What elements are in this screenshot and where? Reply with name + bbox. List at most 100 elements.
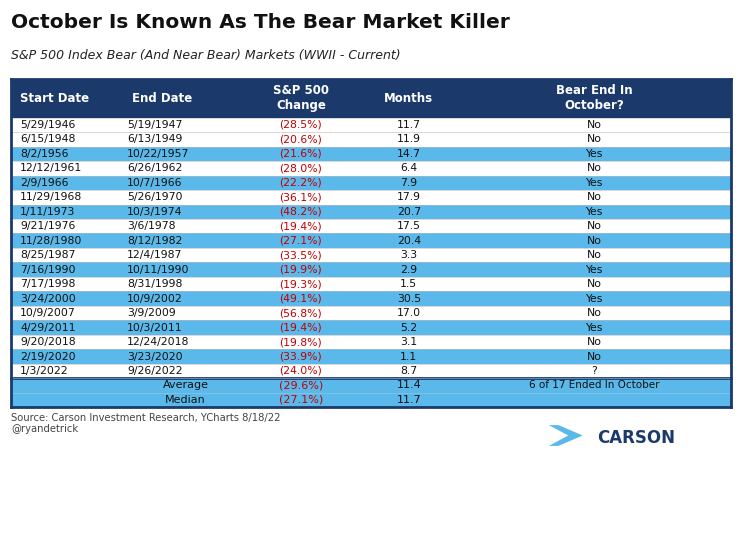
Text: 11.9: 11.9 [397, 134, 421, 144]
Text: CARSON: CARSON [597, 429, 675, 447]
Text: 3/6/1978: 3/6/1978 [127, 221, 176, 231]
Text: 17.5: 17.5 [397, 221, 421, 231]
Text: Yes: Yes [585, 265, 603, 275]
Text: 7/16/1990: 7/16/1990 [20, 265, 76, 275]
Text: 7/17/1998: 7/17/1998 [20, 279, 76, 289]
Text: 3/9/2009: 3/9/2009 [127, 308, 176, 318]
Text: (29.6%): (29.6%) [279, 381, 323, 390]
Text: Bear End In
October?: Bear End In October? [556, 84, 632, 112]
Text: 8/25/1987: 8/25/1987 [20, 250, 76, 260]
Text: 12/12/1961: 12/12/1961 [20, 164, 82, 173]
Text: 17.0: 17.0 [397, 308, 421, 318]
Text: 11.4: 11.4 [396, 381, 421, 390]
Text: (27.1%): (27.1%) [279, 395, 323, 405]
Text: No: No [587, 134, 602, 144]
Text: 12/24/2018: 12/24/2018 [127, 337, 189, 347]
Text: Median: Median [165, 395, 206, 405]
Text: 9/21/1976: 9/21/1976 [20, 221, 76, 231]
Text: Average: Average [162, 381, 209, 390]
Text: 3/23/2020: 3/23/2020 [127, 352, 183, 361]
Text: Yes: Yes [585, 178, 603, 188]
Text: 8.7: 8.7 [400, 366, 417, 376]
Text: 2.9: 2.9 [400, 265, 417, 275]
Text: 6 of 17 Ended In October: 6 of 17 Ended In October [529, 381, 660, 390]
Text: 20.7: 20.7 [397, 207, 421, 217]
Text: (49.1%): (49.1%) [280, 294, 322, 303]
Text: 1/3/2022: 1/3/2022 [20, 366, 69, 376]
Text: 8/31/1998: 8/31/1998 [127, 279, 183, 289]
Text: 7.9: 7.9 [400, 178, 417, 188]
Text: 9/26/2022: 9/26/2022 [127, 366, 183, 376]
Text: No: No [587, 236, 602, 246]
Text: 10/9/2007: 10/9/2007 [20, 308, 76, 318]
Text: October Is Known As The Bear Market Killer: October Is Known As The Bear Market Kill… [11, 14, 510, 32]
Text: No: No [587, 192, 602, 202]
Text: 17.9: 17.9 [397, 192, 421, 202]
Text: (48.2%): (48.2%) [280, 207, 322, 217]
Text: 8/12/1982: 8/12/1982 [127, 236, 183, 246]
Text: (33.5%): (33.5%) [280, 250, 322, 260]
Text: 5.2: 5.2 [400, 322, 417, 333]
Text: (24.0%): (24.0%) [280, 366, 322, 376]
Text: (19.4%): (19.4%) [280, 221, 322, 231]
Text: (21.6%): (21.6%) [280, 149, 322, 159]
Text: (22.2%): (22.2%) [280, 178, 322, 188]
Polygon shape [549, 425, 582, 446]
Text: Yes: Yes [585, 294, 603, 303]
Text: No: No [587, 221, 602, 231]
Text: 11/28/1980: 11/28/1980 [20, 236, 82, 246]
Text: 6/15/1948: 6/15/1948 [20, 134, 76, 144]
Text: Yes: Yes [585, 322, 603, 333]
Text: Start Date: Start Date [20, 92, 89, 105]
Text: 1.1: 1.1 [400, 352, 417, 361]
Text: 30.5: 30.5 [397, 294, 421, 303]
Text: 10/7/1966: 10/7/1966 [127, 178, 183, 188]
Text: (19.9%): (19.9%) [280, 265, 322, 275]
Text: Months: Months [384, 92, 433, 105]
Text: (19.4%): (19.4%) [280, 322, 322, 333]
Text: No: No [587, 279, 602, 289]
Text: 1.5: 1.5 [400, 279, 417, 289]
Text: 2/19/2020: 2/19/2020 [20, 352, 76, 361]
Text: ?: ? [591, 366, 597, 376]
Text: S&P 500 Index Bear (And Near Bear) Markets (WWII - Current): S&P 500 Index Bear (And Near Bear) Marke… [11, 49, 401, 62]
Text: 3.3: 3.3 [400, 250, 417, 260]
Text: S&P 500
Change: S&P 500 Change [273, 84, 329, 112]
Text: No: No [587, 337, 602, 347]
Text: (19.8%): (19.8%) [280, 337, 322, 347]
Text: 4/29/2011: 4/29/2011 [20, 322, 76, 333]
Text: (56.8%): (56.8%) [280, 308, 322, 318]
Text: 10/22/1957: 10/22/1957 [127, 149, 189, 159]
Text: Source: Carson Investment Research, YCharts 8/18/22
@ryandetrick: Source: Carson Investment Research, YCha… [11, 413, 280, 434]
Text: (28.0%): (28.0%) [280, 164, 322, 173]
Text: (20.6%): (20.6%) [280, 134, 322, 144]
Text: No: No [587, 308, 602, 318]
Text: 1/11/1973: 1/11/1973 [20, 207, 76, 217]
Text: 6/26/1962: 6/26/1962 [127, 164, 183, 173]
Text: (28.5%): (28.5%) [280, 120, 322, 130]
Text: 8/2/1956: 8/2/1956 [20, 149, 68, 159]
Text: No: No [587, 352, 602, 361]
Text: 20.4: 20.4 [397, 236, 421, 246]
Text: 14.7: 14.7 [397, 149, 421, 159]
Text: 11.7: 11.7 [397, 120, 421, 130]
Text: 6.4: 6.4 [400, 164, 417, 173]
Text: 10/3/1974: 10/3/1974 [127, 207, 183, 217]
Text: 2/9/1966: 2/9/1966 [20, 178, 68, 188]
Text: 6/13/1949: 6/13/1949 [127, 134, 183, 144]
Text: 11/29/1968: 11/29/1968 [20, 192, 82, 202]
Text: 12/4/1987: 12/4/1987 [127, 250, 183, 260]
Text: 11.7: 11.7 [396, 395, 421, 405]
Text: 9/20/2018: 9/20/2018 [20, 337, 76, 347]
Text: (27.1%): (27.1%) [280, 236, 322, 246]
Text: No: No [587, 164, 602, 173]
Text: No: No [587, 120, 602, 130]
Text: Yes: Yes [585, 149, 603, 159]
Text: 10/3/2011: 10/3/2011 [127, 322, 183, 333]
Text: 5/19/1947: 5/19/1947 [127, 120, 183, 130]
Text: 3.1: 3.1 [400, 337, 417, 347]
Text: 10/11/1990: 10/11/1990 [127, 265, 190, 275]
Text: (19.3%): (19.3%) [280, 279, 322, 289]
Text: No: No [587, 250, 602, 260]
Text: 5/26/1970: 5/26/1970 [127, 192, 183, 202]
